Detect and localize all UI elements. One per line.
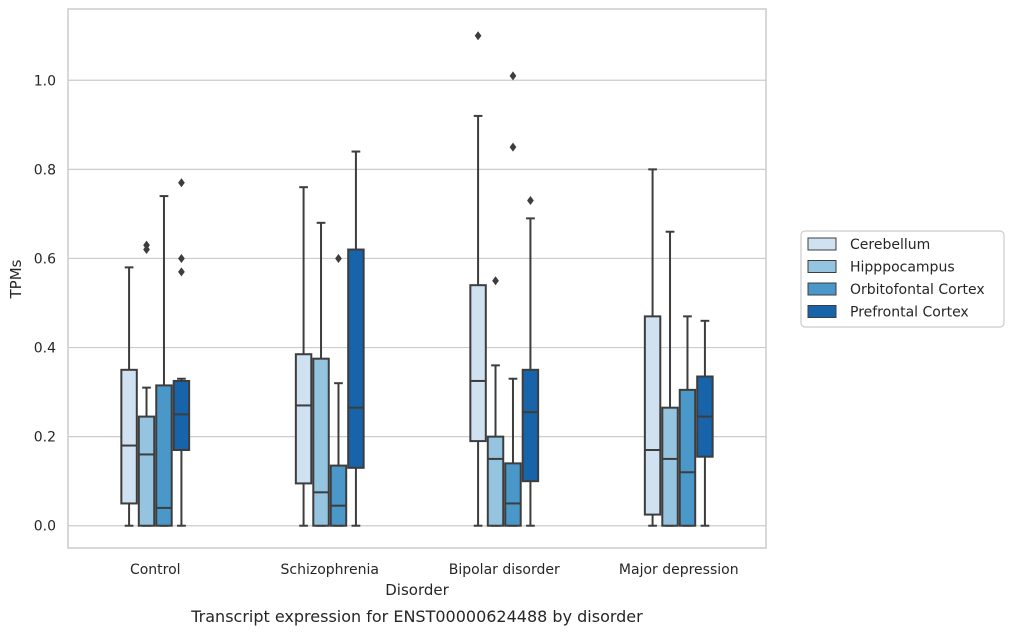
y-tick-label: 0.6 — [34, 251, 56, 267]
box-orbitofontal-cortex — [155, 195, 173, 527]
legend-frame — [800, 230, 1005, 328]
legend-swatch — [807, 305, 837, 318]
box-orbitofontal-cortex — [678, 315, 697, 527]
y-tick-label: 0.4 — [34, 341, 56, 357]
box-iqr — [661, 406, 679, 527]
box-iqr — [486, 435, 505, 527]
box-iqr — [120, 368, 138, 505]
x-axis: Control Schizophrenia Bipolar disorder Majo… — [130, 562, 739, 578]
x-tick-label: Schizophrenia — [281, 562, 379, 578]
box-prefrontal-cortex — [347, 150, 365, 527]
box-prefrontal-cortex — [172, 178, 191, 527]
legend-swatch — [807, 260, 837, 273]
outlier-point — [492, 276, 499, 286]
y-axis-title: TPMs — [7, 259, 25, 299]
box-iqr — [521, 368, 540, 483]
legend-label: Prefrontal Cortex — [850, 305, 969, 321]
box-cerebellum — [469, 31, 487, 527]
outlier-point — [335, 253, 342, 263]
box-iqr — [155, 384, 173, 527]
box-iqr — [678, 388, 697, 527]
legend: Cerebellum Hipppocampus Orbitofontal Corte… — [800, 230, 1005, 328]
box-cerebellum — [294, 186, 313, 527]
box-hipppocampus — [312, 221, 330, 527]
outlier-point — [527, 196, 534, 206]
box-prefrontal-cortex — [696, 319, 714, 527]
outlier-point — [178, 253, 185, 263]
outlier-point — [178, 178, 185, 188]
box-iqr — [294, 353, 313, 485]
box-cerebellum — [120, 266, 138, 527]
box-orbitofontal-cortex — [329, 253, 348, 527]
box-iqr — [504, 462, 522, 527]
legend-label: Hipppocampus — [850, 260, 955, 276]
y-tick-label: 0.0 — [34, 519, 56, 535]
x-tick-label: Major depression — [619, 562, 739, 578]
y-tick-label: 0.8 — [34, 162, 56, 178]
outlier-point — [474, 31, 482, 41]
box-orbitofontal-cortex — [504, 71, 522, 527]
box-cerebellum — [643, 168, 662, 527]
x-tick-label: Control — [130, 562, 181, 578]
legend-swatch — [807, 237, 837, 251]
x-tick-label: Bipolar disorder — [449, 562, 560, 578]
box-iqr — [643, 315, 662, 516]
outlier-point — [143, 240, 150, 250]
outlier-point — [178, 267, 185, 277]
box-prefrontal-cortex — [521, 196, 540, 527]
box-plots — [120, 31, 714, 527]
chart-caption: Transcript expression for ENST0000062448… — [190, 607, 643, 626]
y-tick-label: 1.0 — [34, 73, 56, 89]
legend-label: Orbitofontal Cortex — [850, 282, 985, 298]
legend-label: Cerebellum — [850, 237, 930, 253]
outlier-point — [509, 71, 517, 81]
box-iqr — [469, 284, 487, 443]
box-iqr — [137, 415, 156, 527]
box-iqr — [172, 379, 191, 452]
box-hipppocampus — [137, 240, 156, 527]
box-iqr — [329, 464, 348, 527]
legend-swatch — [807, 282, 837, 296]
y-axis: 0.0 0.2 0.4 0.6 0.8 1.0 — [34, 73, 56, 534]
box-hipppocampus — [486, 276, 505, 527]
box-hipppocampus — [661, 230, 679, 527]
y-tick-label: 0.2 — [34, 430, 56, 446]
outlier-point — [509, 142, 517, 152]
box-iqr — [347, 248, 365, 469]
box-iqr — [312, 357, 330, 527]
x-axis-title: Disorder — [385, 581, 449, 599]
plot-frame — [67, 8, 767, 549]
